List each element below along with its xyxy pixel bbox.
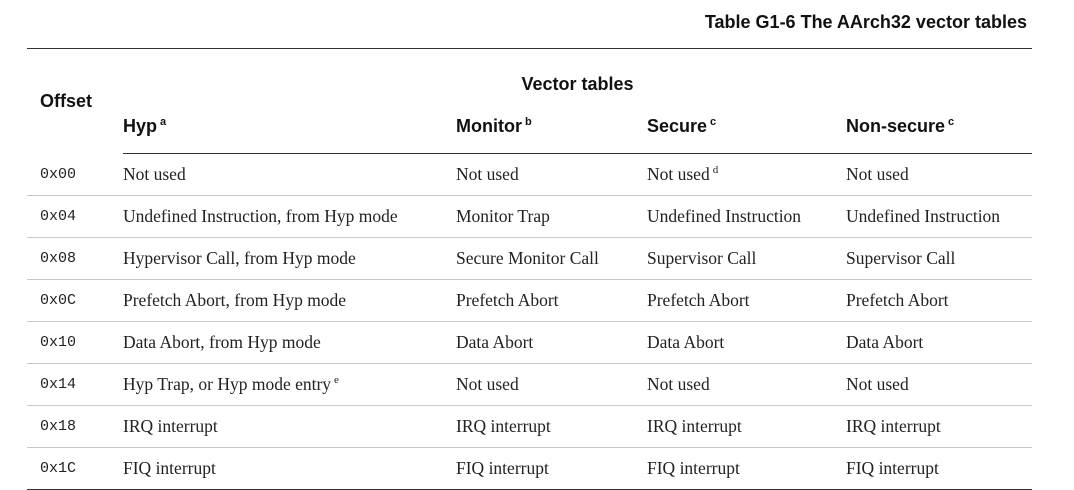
column-header-hyp-label: Hyp: [123, 115, 158, 136]
cell-monitor: Monitor Trap: [456, 195, 647, 238]
cell-hyp: Prefetch Abort, from Hyp mode: [123, 279, 456, 322]
column-header-monitor-label: Monitor: [456, 115, 522, 136]
cell-hyp-text: Prefetch Abort, from Hyp mode: [123, 290, 347, 310]
cell-secure: Undefined Instruction: [647, 195, 846, 238]
cell-hyp: FIQ interrupt: [123, 447, 456, 490]
cell-nonsecure: Supervisor Call: [846, 237, 1032, 280]
column-header-nonsecure: Non-secure c: [846, 99, 1032, 154]
cell-monitor: Secure Monitor Call: [456, 237, 647, 280]
cell-secure: FIQ interrupt: [647, 447, 846, 490]
column-header-hyp: Hyp a: [123, 99, 456, 154]
footnote-marker: c: [710, 115, 717, 128]
footnote-marker: e: [334, 374, 339, 386]
cell-hyp-text: Hypervisor Call, from Hyp mode: [123, 248, 356, 268]
cell-hyp-text: Not used: [123, 164, 186, 184]
vector-tables-table: Offset Vector tables Hyp a Monitor b Secur…: [27, 48, 1032, 490]
cell-hyp: Undefined Instruction, from Hyp mode: [123, 195, 456, 238]
cell-secure-text: Prefetch Abort: [647, 290, 750, 310]
cell-hyp-text: FIQ interrupt: [123, 458, 216, 478]
footnote-marker: c: [948, 115, 955, 128]
cell-hyp-text: Undefined Instruction, from Hyp mode: [123, 206, 398, 226]
cell-hyp: Hyp Trap, or Hyp mode entry e: [123, 363, 456, 406]
table-row: 0x1C FIQ interrupt FIQ interrupt FIQ int…: [27, 447, 1032, 490]
cell-monitor: Not used: [456, 363, 647, 406]
cell-hyp-text: Data Abort, from Hyp mode: [123, 332, 321, 352]
footnote-marker: d: [712, 164, 719, 176]
cell-secure: Not used: [647, 363, 846, 406]
cell-monitor: Data Abort: [456, 321, 647, 364]
cell-secure: IRQ interrupt: [647, 405, 846, 448]
cell-offset: 0x0C: [27, 279, 123, 322]
cell-secure: Prefetch Abort: [647, 279, 846, 322]
cell-hyp-text: Hyp Trap, or Hyp mode entry: [123, 374, 332, 394]
cell-offset: 0x10: [27, 321, 123, 364]
cell-monitor: Not used: [456, 153, 647, 196]
cell-hyp-text: IRQ interrupt: [123, 416, 218, 436]
cell-nonsecure: Data Abort: [846, 321, 1032, 364]
cell-secure-text: Not used: [647, 164, 710, 184]
cell-secure: Data Abort: [647, 321, 846, 364]
cell-monitor: IRQ interrupt: [456, 405, 647, 448]
cell-secure-text: FIQ interrupt: [647, 458, 740, 478]
cell-offset: 0x14: [27, 363, 123, 406]
column-header-secure-label: Secure: [647, 115, 708, 136]
cell-nonsecure: Undefined Instruction: [846, 195, 1032, 238]
cell-secure-text: IRQ interrupt: [647, 416, 742, 436]
cell-nonsecure: Not used: [846, 363, 1032, 406]
cell-monitor: Prefetch Abort: [456, 279, 647, 322]
cell-secure-text: Not used: [647, 374, 710, 394]
cell-hyp: Hypervisor Call, from Hyp mode: [123, 237, 456, 280]
cell-nonsecure: IRQ interrupt: [846, 405, 1032, 448]
cell-offset: 0x00: [27, 153, 123, 196]
table-row: 0x04 Undefined Instruction, from Hyp mod…: [27, 195, 1032, 238]
table-row: 0x0C Prefetch Abort, from Hyp mode Prefe…: [27, 279, 1032, 322]
cell-offset: 0x04: [27, 195, 123, 238]
table-caption: Table G1-6 The AArch32 vector tables: [704, 12, 1027, 32]
column-group-header-vector-tables: Vector tables: [521, 74, 634, 94]
footnote-marker: a: [160, 115, 167, 128]
cell-secure: Not used d: [647, 153, 846, 196]
table-row: 0x18 IRQ interrupt IRQ interrupt IRQ int…: [27, 405, 1032, 448]
table-row: 0x10 Data Abort, from Hyp mode Data Abor…: [27, 321, 1032, 364]
column-header-nonsecure-label: Non-secure: [846, 115, 946, 136]
cell-offset: 0x1C: [27, 447, 123, 490]
footnote-marker: b: [524, 115, 532, 128]
column-header-offset: Offset: [40, 90, 93, 111]
column-header-secure: Secure c: [647, 99, 846, 154]
cell-hyp: Data Abort, from Hyp mode: [123, 321, 456, 364]
cell-offset: 0x18: [27, 405, 123, 448]
cell-nonsecure: Not used: [846, 153, 1032, 196]
cell-monitor: FIQ interrupt: [456, 447, 647, 490]
cell-nonsecure: Prefetch Abort: [846, 279, 1032, 322]
cell-secure-text: Undefined Instruction: [647, 206, 802, 226]
cell-nonsecure: FIQ interrupt: [846, 447, 1032, 490]
cell-hyp: IRQ interrupt: [123, 405, 456, 448]
column-header-monitor: Monitor b: [456, 99, 647, 154]
cell-offset: 0x08: [27, 237, 123, 280]
cell-secure: Supervisor Call: [647, 237, 846, 280]
cell-hyp: Not used: [123, 153, 456, 196]
table-row: 0x08 Hypervisor Call, from Hyp mode Secu…: [27, 237, 1032, 280]
table-row: 0x00 Not used Not used Not used d Not use…: [27, 153, 1032, 196]
cell-secure-text: Data Abort: [647, 332, 725, 352]
cell-secure-text: Supervisor Call: [647, 248, 757, 268]
table-row: 0x14 Hyp Trap, or Hyp mode entry e Not us…: [27, 363, 1032, 406]
